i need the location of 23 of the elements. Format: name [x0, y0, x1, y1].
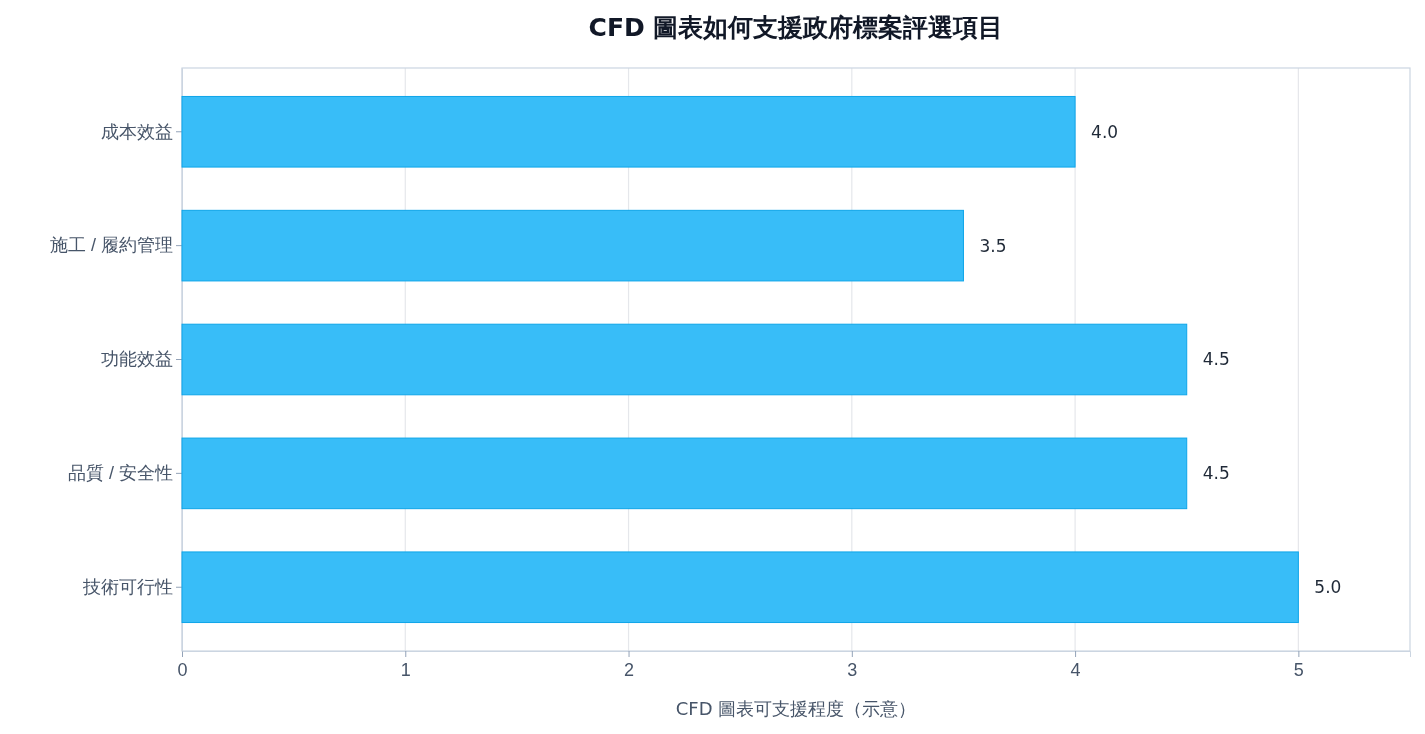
- data-label: 4.5: [1202, 463, 1230, 484]
- bar: [181, 551, 1299, 624]
- bar: [181, 209, 964, 282]
- x-tick-label: 5: [1293, 660, 1304, 681]
- x-tick-label: 1: [400, 660, 411, 681]
- x-axis-title: CFD 圖表可支援程度（示意）: [675, 698, 917, 719]
- x-tick-label: 4: [1070, 660, 1081, 681]
- y-tick-label: 品質 / 安全性: [67, 463, 173, 484]
- x-tick-label: 3: [847, 660, 858, 681]
- y-tick-label: 技術可行性: [82, 576, 173, 597]
- data-label: 5.0: [1314, 577, 1342, 598]
- data-label: 4.0: [1091, 121, 1119, 142]
- y-tick-label: 施工 / 履約管理: [49, 235, 173, 256]
- data-label: 4.5: [1202, 349, 1230, 370]
- y-tick-label: 功能效益: [101, 349, 173, 370]
- bar: [181, 437, 1188, 510]
- x-tick-label: 2: [624, 660, 635, 681]
- bar: [181, 95, 1076, 168]
- data-label: 3.5: [979, 235, 1007, 256]
- chart-title: CFD 圖表如何支援政府標案評選項目: [588, 13, 1004, 42]
- y-tick-label: 成本效益: [101, 121, 173, 142]
- bar: [181, 323, 1188, 396]
- x-tick-label: 0: [177, 660, 188, 681]
